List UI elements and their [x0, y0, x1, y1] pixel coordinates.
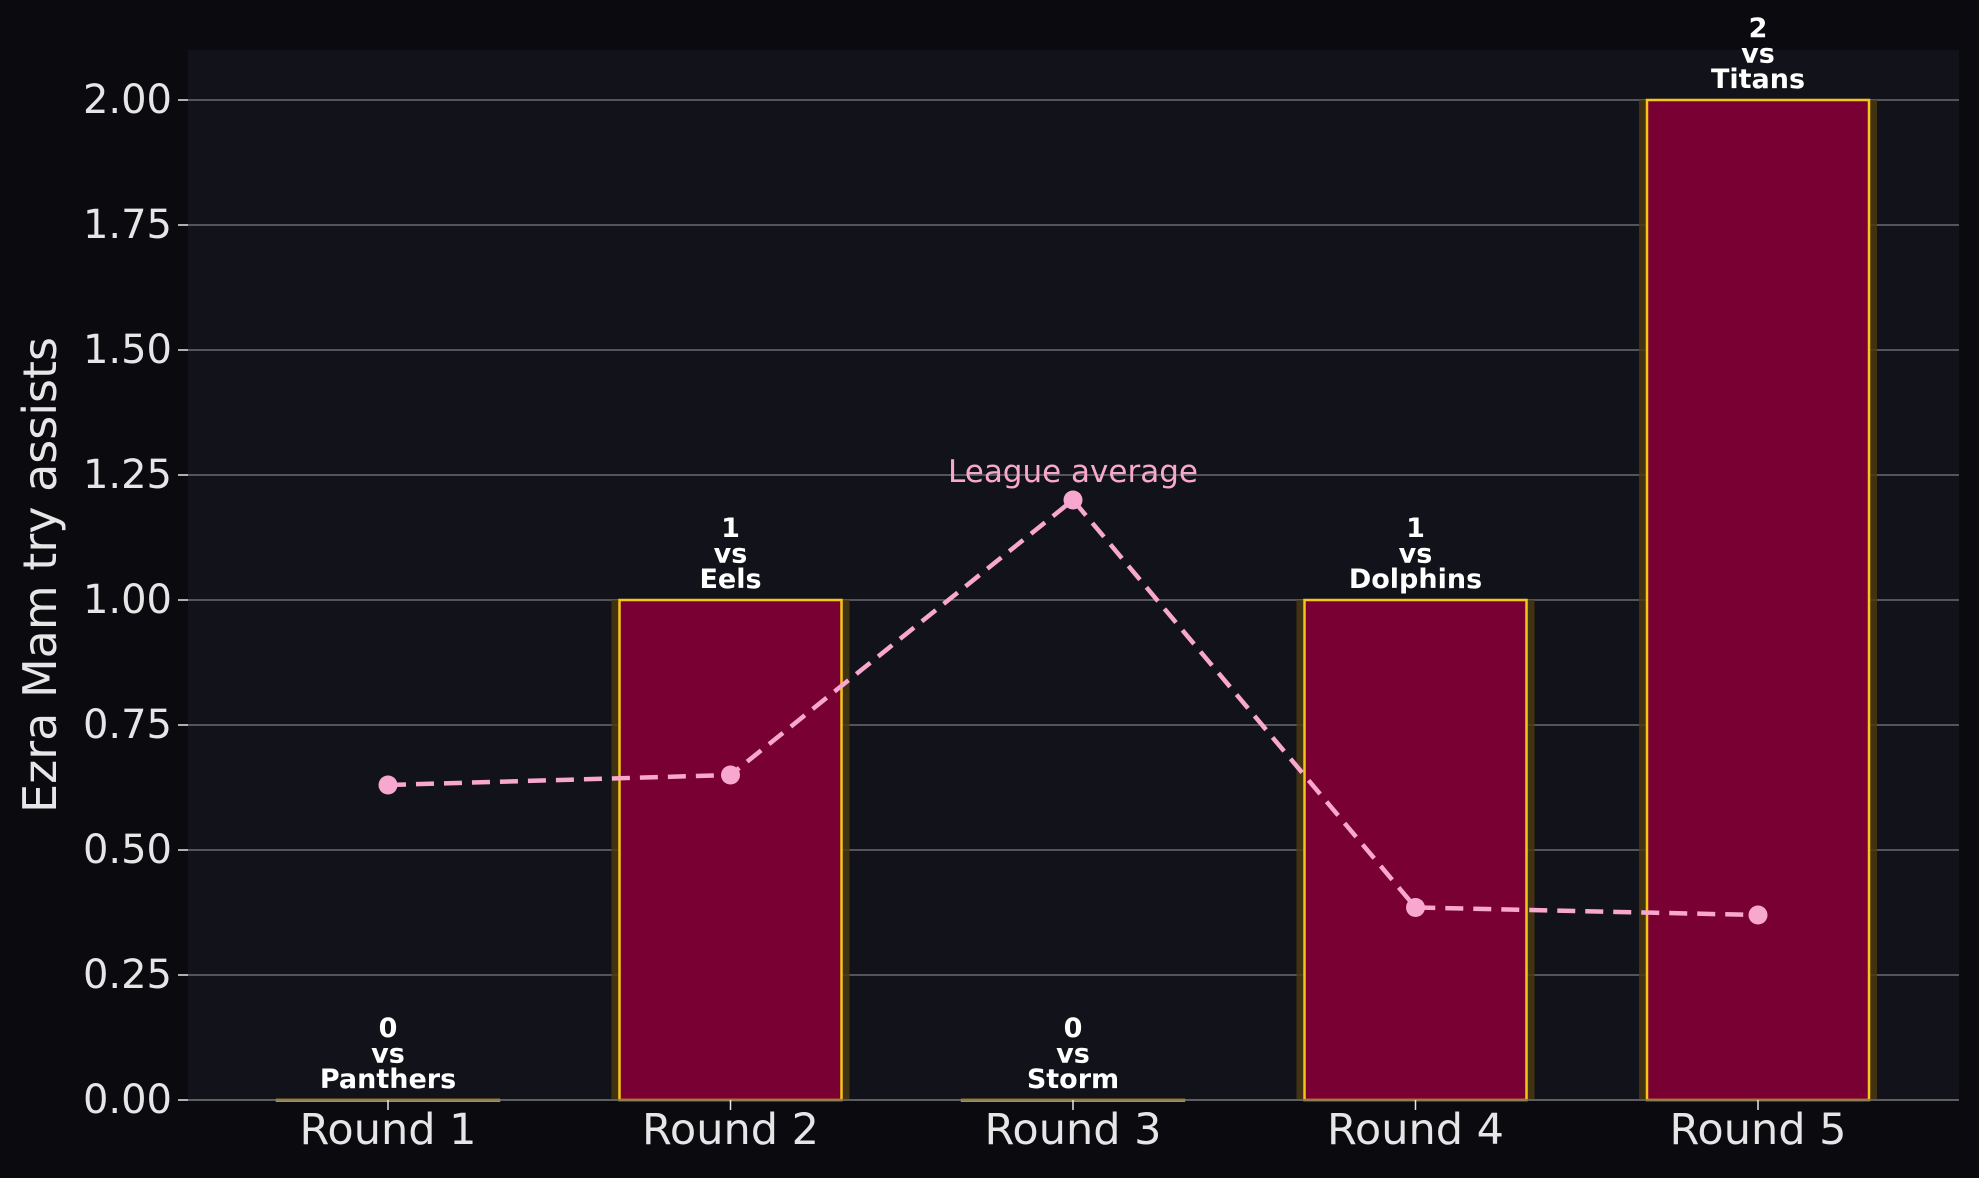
y-tick-label: 1.50: [83, 327, 172, 373]
league-average-point: [1063, 490, 1083, 510]
bar-label: 0: [379, 1013, 398, 1044]
league-average-point: [721, 765, 740, 785]
x-tick-label: Round 2: [642, 1105, 819, 1155]
axes: 0.00 0.25 0.50 0.75 1.00 1.25 1.50 1.75 2.00 Roun…: [13, 77, 1959, 1155]
y-tick-label: 1.25: [83, 452, 172, 498]
y-tick-label: 0.25: [83, 952, 172, 998]
bar-label: Titans: [1711, 64, 1805, 95]
bar-label: 1: [1406, 513, 1425, 544]
x-tick-label: Round 4: [1327, 1105, 1504, 1155]
league-average-line: League average: [378, 454, 1768, 925]
league-average-label: League average: [948, 454, 1198, 490]
bar-label: vs: [371, 1039, 405, 1070]
bar-label: vs: [1399, 539, 1433, 570]
league-average-point: [1748, 905, 1768, 925]
bar-label: vs: [714, 539, 748, 570]
bar-label: Eels: [699, 564, 761, 595]
y-tick-label: 0.75: [83, 702, 172, 748]
league-average-point: [378, 775, 398, 795]
bar-label: Storm: [1027, 1064, 1119, 1095]
y-axis-label: Ezra Mam try assists: [13, 337, 67, 813]
y-tick-label: 0.50: [83, 827, 172, 873]
bar-label: vs: [1056, 1039, 1090, 1070]
league-average-path: [387, 496, 1759, 918]
x-tick-label: Round 3: [984, 1105, 1161, 1155]
bar-label: Dolphins: [1349, 564, 1482, 595]
bar-label: 0: [1064, 1013, 1083, 1044]
y-tick-label: 2.00: [83, 77, 172, 123]
y-tick-label: 1.75: [83, 202, 172, 248]
league-average-point: [1406, 898, 1425, 917]
x-tick-label: Round 1: [299, 1105, 476, 1155]
bars: [275, 98, 1877, 1102]
y-tick-label: 1.00: [83, 577, 172, 623]
bar-label: Panthers: [320, 1064, 456, 1095]
bar-label: 1: [721, 513, 740, 544]
bar: [1645, 98, 1871, 1102]
bar-label: 2: [1749, 13, 1768, 44]
bar: [1303, 598, 1528, 1102]
bar: [618, 598, 843, 1102]
y-tick-label: 0.00: [83, 1077, 172, 1123]
bar-label: vs: [1741, 39, 1775, 70]
bar-labels: 0vsPanthers1vsEels0vsStorm1vsDolphins2vs…: [320, 13, 1805, 1095]
x-tick-label: Round 5: [1669, 1105, 1846, 1155]
